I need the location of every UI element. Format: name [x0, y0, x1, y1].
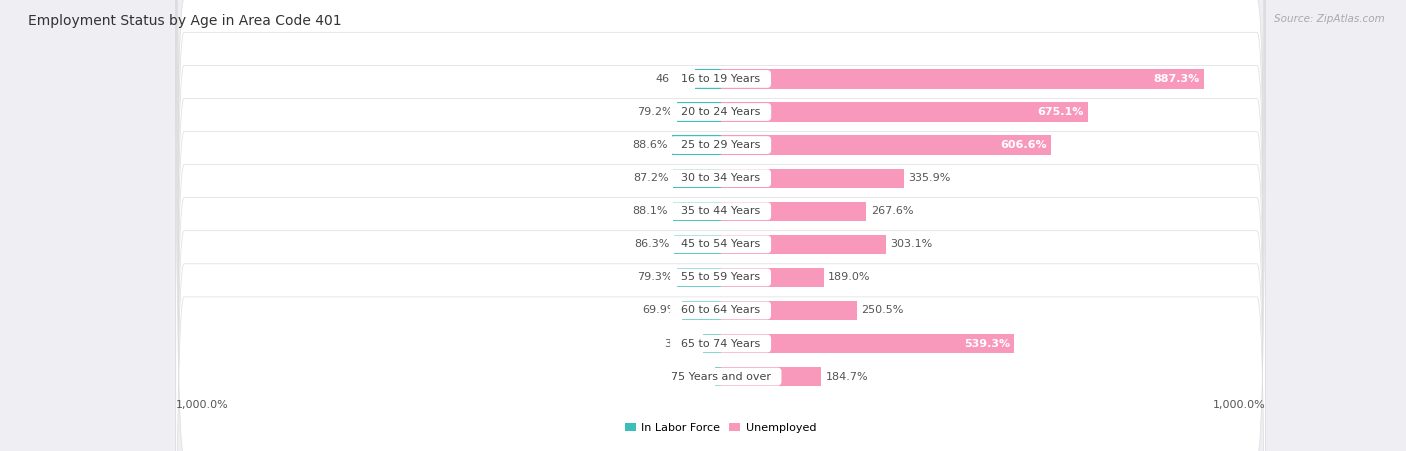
Text: 250.5%: 250.5%	[862, 305, 904, 315]
FancyBboxPatch shape	[176, 0, 1265, 451]
FancyBboxPatch shape	[176, 0, 1265, 451]
Text: 675.1%: 675.1%	[1038, 107, 1084, 117]
Bar	[721, 69, 1204, 88]
Text: 69.9%: 69.9%	[643, 305, 678, 315]
Bar	[672, 202, 721, 221]
Bar	[721, 202, 866, 221]
Text: 88.6%: 88.6%	[633, 140, 668, 150]
Text: 335.9%: 335.9%	[908, 173, 950, 183]
Text: 184.7%: 184.7%	[825, 372, 868, 382]
Text: 46.7%: 46.7%	[655, 74, 690, 84]
Bar	[678, 268, 721, 287]
Bar	[695, 69, 721, 88]
Bar	[672, 135, 721, 155]
Text: 189.0%: 189.0%	[828, 272, 870, 282]
FancyBboxPatch shape	[176, 0, 1265, 451]
FancyBboxPatch shape	[176, 0, 1265, 451]
Bar	[703, 334, 721, 353]
Text: 16 to 19 Years: 16 to 19 Years	[673, 74, 768, 84]
Bar	[721, 169, 904, 188]
Bar	[716, 367, 721, 386]
Text: Employment Status by Age in Area Code 401: Employment Status by Age in Area Code 40…	[28, 14, 342, 28]
FancyBboxPatch shape	[176, 0, 1265, 451]
FancyBboxPatch shape	[176, 0, 1265, 451]
FancyBboxPatch shape	[176, 0, 1265, 451]
Text: 31.6%: 31.6%	[664, 339, 699, 349]
Bar	[721, 102, 1088, 122]
Bar	[721, 367, 821, 386]
Bar	[682, 301, 721, 320]
Text: 60 to 64 Years: 60 to 64 Years	[673, 305, 768, 315]
FancyBboxPatch shape	[176, 0, 1265, 451]
Bar	[721, 135, 1052, 155]
Text: 25 to 29 Years: 25 to 29 Years	[673, 140, 768, 150]
Bar	[673, 169, 721, 188]
Text: 887.3%: 887.3%	[1153, 74, 1199, 84]
Text: 606.6%: 606.6%	[1000, 140, 1046, 150]
Text: 1,000.0%: 1,000.0%	[1212, 400, 1265, 410]
Bar	[721, 268, 824, 287]
Text: 539.3%: 539.3%	[965, 339, 1010, 349]
Text: 30 to 34 Years: 30 to 34 Years	[673, 173, 768, 183]
Bar	[721, 235, 886, 254]
Text: 65 to 74 Years: 65 to 74 Years	[673, 339, 768, 349]
Text: Source: ZipAtlas.com: Source: ZipAtlas.com	[1274, 14, 1385, 23]
Text: 10.0%: 10.0%	[675, 372, 711, 382]
Text: 267.6%: 267.6%	[870, 206, 914, 216]
Text: 20 to 24 Years: 20 to 24 Years	[673, 107, 768, 117]
Text: 303.1%: 303.1%	[890, 239, 932, 249]
Text: 86.3%: 86.3%	[634, 239, 669, 249]
FancyBboxPatch shape	[176, 0, 1265, 451]
Legend: In Labor Force, Unemployed: In Labor Force, Unemployed	[620, 419, 821, 437]
Text: 87.2%: 87.2%	[633, 173, 669, 183]
Text: 75 Years and over: 75 Years and over	[664, 372, 778, 382]
Text: 35 to 44 Years: 35 to 44 Years	[673, 206, 768, 216]
Bar	[721, 334, 1014, 353]
Text: 55 to 59 Years: 55 to 59 Years	[673, 272, 768, 282]
Bar	[721, 301, 858, 320]
FancyBboxPatch shape	[176, 0, 1265, 451]
Text: 79.2%: 79.2%	[637, 107, 673, 117]
Text: 79.3%: 79.3%	[637, 272, 673, 282]
Bar	[678, 102, 721, 122]
Text: 88.1%: 88.1%	[633, 206, 668, 216]
Bar	[673, 235, 721, 254]
Text: 1,000.0%: 1,000.0%	[176, 400, 229, 410]
Text: 45 to 54 Years: 45 to 54 Years	[673, 239, 768, 249]
